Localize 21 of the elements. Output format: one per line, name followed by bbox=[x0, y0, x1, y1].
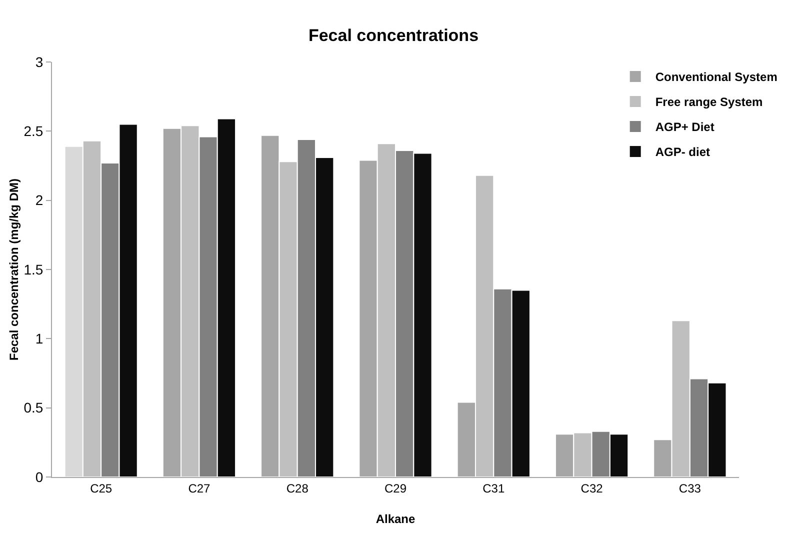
y-tick-label: 1.5 bbox=[24, 261, 44, 278]
y-tick-label: 3 bbox=[35, 54, 44, 70]
x-tick-label: C32 bbox=[580, 481, 604, 496]
x-tick-label: C28 bbox=[286, 481, 309, 496]
chart-title: Fecal concentrations bbox=[308, 26, 479, 46]
y-tick-label: 1 bbox=[35, 330, 44, 347]
y-tick-label: 0 bbox=[35, 468, 44, 485]
legend-label: AGP+ Diet bbox=[655, 120, 714, 134]
x-tick-label: C29 bbox=[384, 481, 407, 496]
y-axis-title: Fecal concentration (mg/kg DM) bbox=[7, 178, 21, 361]
y-tick-label: 2 bbox=[35, 192, 44, 208]
x-axis-title: Alkane bbox=[376, 512, 416, 526]
x-tick-label: C31 bbox=[482, 481, 505, 496]
legend-label: Free range System bbox=[655, 95, 763, 110]
x-tick-label: C27 bbox=[188, 481, 211, 496]
y-tick-label: 0.5 bbox=[24, 400, 44, 416]
legend-label: AGP- diet bbox=[655, 145, 710, 160]
x-tick-label: C25 bbox=[90, 481, 112, 496]
x-tick-label: C33 bbox=[678, 481, 702, 496]
legend-label: Conventional System bbox=[655, 70, 778, 84]
y-tick-label: 2.5 bbox=[24, 123, 44, 140]
